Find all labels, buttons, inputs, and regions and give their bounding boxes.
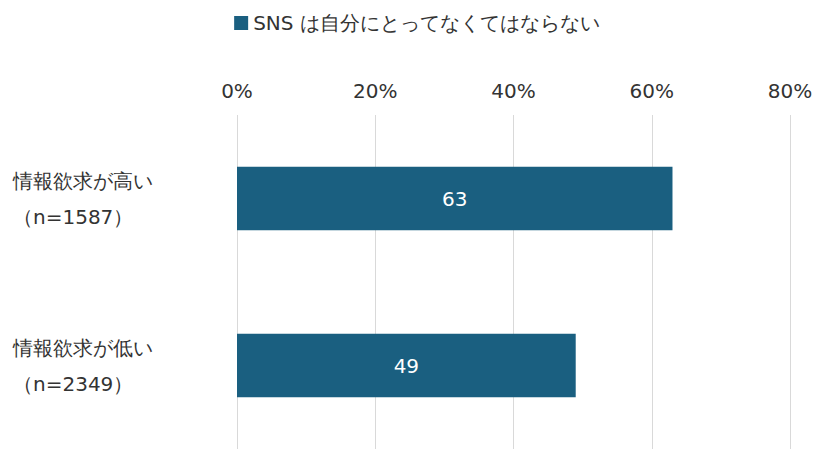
svg-text:63: 63 <box>442 187 467 211</box>
svg-text:SNS は自分にとってなくてはならない: SNS は自分にとってなくてはならない <box>253 11 600 35</box>
svg-text:20%: 20% <box>353 79 397 103</box>
svg-text:（n=1587）: （n=1587） <box>13 205 133 229</box>
svg-text:60%: 60% <box>630 79 674 103</box>
svg-text:情報欲求が低い: 情報欲求が低い <box>12 336 153 360</box>
svg-text:（n=2349）: （n=2349） <box>13 372 133 396</box>
svg-text:情報欲求が高い: 情報欲求が高い <box>12 169 153 193</box>
svg-text:49: 49 <box>394 354 419 378</box>
svg-text:40%: 40% <box>491 79 535 103</box>
svg-text:0%: 0% <box>221 79 253 103</box>
svg-text:80%: 80% <box>768 79 812 103</box>
